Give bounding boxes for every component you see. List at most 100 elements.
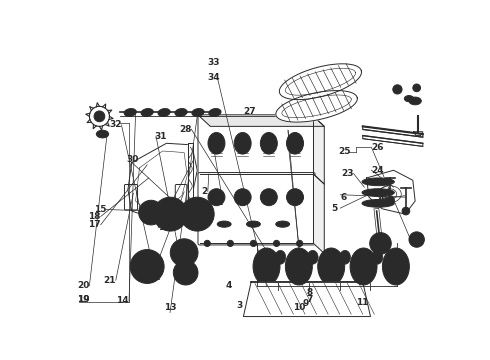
Circle shape	[409, 232, 424, 247]
Ellipse shape	[97, 130, 109, 138]
Ellipse shape	[404, 95, 414, 102]
Ellipse shape	[366, 201, 391, 206]
Ellipse shape	[366, 190, 391, 195]
Circle shape	[227, 240, 233, 247]
Ellipse shape	[276, 221, 290, 227]
Ellipse shape	[209, 109, 221, 116]
FancyBboxPatch shape	[198, 115, 315, 176]
Text: 19: 19	[77, 295, 90, 304]
Circle shape	[178, 265, 194, 280]
Polygon shape	[128, 143, 197, 219]
Polygon shape	[279, 64, 362, 100]
Ellipse shape	[260, 265, 273, 280]
Circle shape	[144, 205, 159, 220]
Circle shape	[163, 206, 178, 222]
Text: 13: 13	[164, 303, 176, 312]
Ellipse shape	[275, 250, 286, 264]
Ellipse shape	[260, 132, 277, 154]
Circle shape	[130, 249, 164, 283]
Ellipse shape	[411, 99, 419, 103]
Circle shape	[204, 240, 210, 247]
Text: 3: 3	[237, 301, 243, 310]
Circle shape	[369, 233, 392, 254]
FancyBboxPatch shape	[198, 172, 315, 245]
Circle shape	[175, 243, 194, 262]
Circle shape	[287, 189, 303, 206]
Ellipse shape	[325, 265, 337, 280]
Text: 23: 23	[341, 169, 354, 178]
Circle shape	[373, 237, 388, 250]
Ellipse shape	[382, 248, 409, 285]
Text: 15: 15	[94, 205, 106, 214]
Polygon shape	[314, 116, 324, 184]
Circle shape	[238, 193, 247, 202]
Ellipse shape	[124, 109, 136, 116]
Ellipse shape	[340, 250, 350, 264]
Polygon shape	[199, 116, 324, 126]
Text: 6: 6	[341, 193, 347, 202]
Ellipse shape	[366, 179, 391, 184]
Circle shape	[387, 197, 394, 204]
Polygon shape	[314, 174, 324, 253]
Ellipse shape	[372, 250, 383, 264]
Text: 29: 29	[375, 195, 388, 204]
Polygon shape	[276, 91, 357, 122]
Ellipse shape	[246, 221, 260, 227]
Circle shape	[171, 239, 198, 266]
Circle shape	[208, 189, 225, 206]
Ellipse shape	[409, 97, 421, 105]
Text: 24: 24	[371, 166, 384, 175]
Ellipse shape	[264, 136, 274, 150]
Text: 22: 22	[148, 273, 161, 282]
Polygon shape	[363, 126, 423, 137]
Circle shape	[296, 240, 303, 247]
Circle shape	[173, 260, 198, 285]
Ellipse shape	[293, 265, 305, 280]
Ellipse shape	[357, 265, 370, 280]
Text: 33: 33	[207, 58, 220, 67]
Circle shape	[140, 259, 155, 274]
Circle shape	[212, 193, 221, 202]
Text: 28: 28	[179, 125, 192, 134]
Circle shape	[250, 240, 257, 247]
Text: 2: 2	[201, 187, 207, 196]
Circle shape	[291, 193, 300, 202]
FancyBboxPatch shape	[175, 184, 187, 206]
Ellipse shape	[98, 132, 106, 136]
Ellipse shape	[390, 265, 402, 280]
Circle shape	[412, 235, 421, 244]
Ellipse shape	[290, 136, 300, 150]
Circle shape	[393, 85, 402, 94]
Text: 31: 31	[154, 131, 167, 140]
Circle shape	[413, 84, 420, 92]
Text: 8: 8	[306, 288, 313, 297]
Text: 26: 26	[371, 143, 384, 152]
Text: 4: 4	[225, 281, 232, 290]
Polygon shape	[244, 282, 370, 316]
Ellipse shape	[175, 109, 187, 116]
Polygon shape	[367, 170, 415, 214]
Ellipse shape	[362, 199, 394, 207]
Text: 32: 32	[109, 121, 122, 130]
Circle shape	[402, 207, 410, 215]
Ellipse shape	[285, 248, 312, 285]
Ellipse shape	[253, 248, 280, 285]
Text: 10: 10	[293, 303, 306, 312]
Circle shape	[190, 206, 205, 222]
Ellipse shape	[192, 109, 204, 116]
Circle shape	[153, 197, 187, 231]
FancyBboxPatch shape	[124, 184, 138, 210]
Circle shape	[260, 189, 277, 206]
Polygon shape	[363, 136, 423, 147]
Text: 20: 20	[77, 281, 89, 290]
Polygon shape	[414, 132, 423, 136]
Text: 11: 11	[356, 298, 368, 307]
Circle shape	[273, 240, 280, 247]
Circle shape	[158, 202, 183, 226]
Text: 16: 16	[158, 223, 171, 232]
Text: 14: 14	[117, 297, 129, 306]
Ellipse shape	[287, 132, 303, 154]
Circle shape	[185, 202, 210, 226]
Ellipse shape	[318, 248, 344, 285]
Ellipse shape	[211, 136, 222, 150]
